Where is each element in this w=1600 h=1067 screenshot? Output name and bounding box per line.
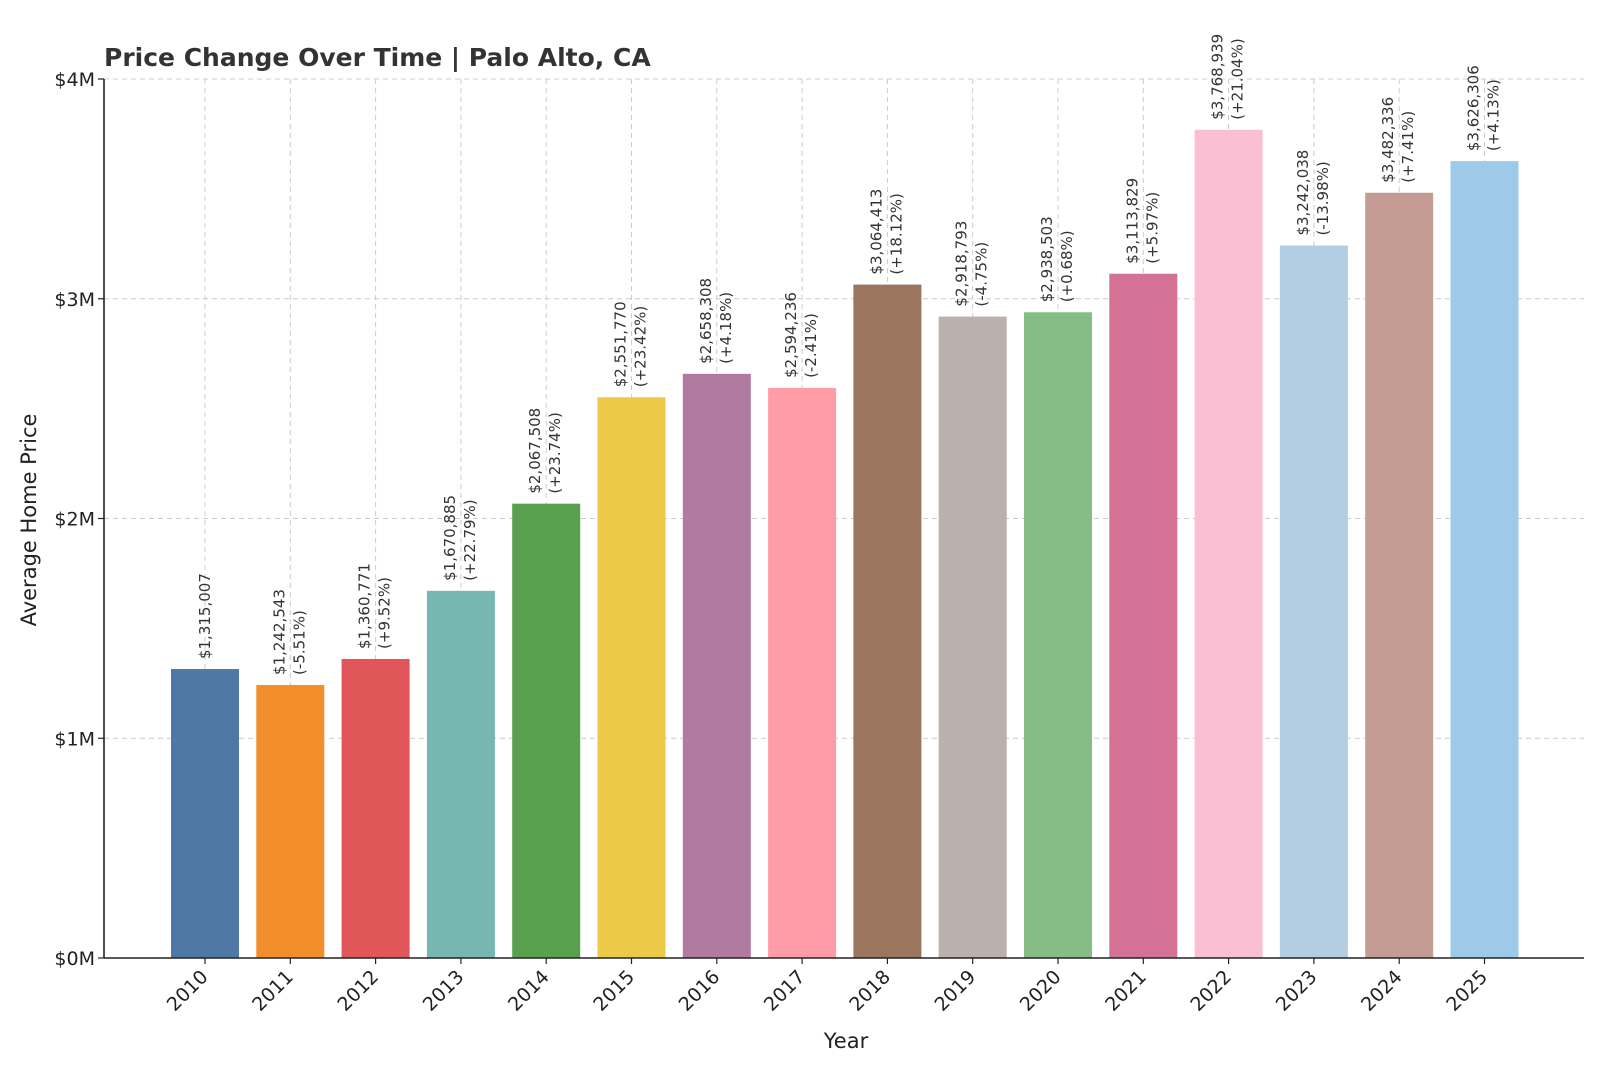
- x-tick-label: 2025: [1442, 966, 1492, 1016]
- x-axis-label: Year: [823, 1029, 869, 1053]
- change-label: (+18.12%): [887, 193, 905, 274]
- y-tick-label: $4M: [54, 69, 95, 91]
- x-tick-label: 2010: [163, 966, 213, 1016]
- grid-lines: [104, 78, 1584, 958]
- x-tick-label: 2019: [930, 966, 980, 1016]
- x-tick-label: 2015: [589, 966, 639, 1016]
- x-tick-label: 2023: [1272, 966, 1322, 1016]
- bar-2010: [171, 669, 239, 958]
- value-label: $2,918,793: [953, 221, 971, 307]
- change-label: (+9.52%): [376, 577, 394, 649]
- bar-2013: [426, 590, 495, 958]
- change-label: (-13.98%): [1314, 161, 1332, 235]
- value-label: $3,482,336: [1379, 97, 1397, 183]
- y-tick-label: $3M: [54, 289, 95, 311]
- x-tick-label: 2024: [1357, 966, 1407, 1016]
- bar-2022: [1194, 129, 1263, 959]
- change-label: (-4.75%): [973, 242, 991, 307]
- y-tick-label: $1M: [54, 728, 95, 750]
- value-label: $1,242,543: [270, 589, 288, 675]
- bar-2024: [1365, 192, 1434, 959]
- value-label: $2,594,236: [782, 292, 800, 378]
- bar-2018: [853, 284, 922, 959]
- value-label: $3,064,413: [867, 189, 885, 275]
- value-label: $3,626,306: [1465, 65, 1483, 151]
- change-label: (+23.74%): [546, 412, 564, 493]
- change-label: (+23.42%): [632, 306, 650, 387]
- value-label: $3,242,038: [1294, 150, 1312, 236]
- x-tick-label: 2021: [1101, 966, 1151, 1016]
- value-label: $2,067,508: [526, 408, 544, 494]
- bar-2021: [1109, 273, 1178, 958]
- bar-2016: [682, 373, 751, 959]
- bar-2015: [597, 397, 666, 958]
- x-tick-label: 2014: [504, 966, 554, 1016]
- y-tick-label: $2M: [54, 509, 95, 531]
- change-label: (+21.04%): [1229, 38, 1247, 119]
- bar-2017: [768, 387, 837, 958]
- x-tick-label: 2018: [845, 966, 895, 1016]
- value-label: $1,315,007: [196, 573, 214, 659]
- value-label: $1,670,885: [441, 495, 459, 581]
- change-label: (+4.13%): [1485, 79, 1503, 151]
- value-label: $2,658,308: [697, 278, 715, 364]
- value-label: $1,360,771: [356, 563, 374, 649]
- x-tick-label: 2013: [419, 966, 469, 1016]
- bar-2020: [1024, 312, 1092, 958]
- bar-2011: [256, 684, 325, 958]
- chart-title: Price Change Over Time | Palo Alto, CA: [104, 43, 651, 72]
- change-label: (-2.41%): [802, 313, 820, 378]
- x-tick-label: 2011: [248, 966, 298, 1016]
- x-tick-label: 2012: [333, 966, 383, 1016]
- x-tick-label: 2016: [675, 966, 725, 1016]
- value-label: $2,938,503: [1038, 216, 1056, 302]
- y-axis-label: Average Home Price: [17, 414, 41, 627]
- data-labels: $1,315,007 $1,242,543 (-5.51%) $1,360,771 (+…: [196, 34, 1503, 675]
- value-label: $2,551,770: [612, 301, 630, 387]
- change-label: (+5.97%): [1143, 192, 1161, 264]
- change-label: (-5.51%): [290, 610, 308, 675]
- change-label: (+0.68%): [1058, 230, 1076, 302]
- bar-2012: [341, 658, 410, 958]
- bar-2025: [1450, 161, 1519, 958]
- x-tick-label: 2017: [760, 966, 810, 1016]
- change-label: (+22.79%): [461, 499, 479, 580]
- bars: [171, 129, 1519, 959]
- bar-2014: [512, 503, 581, 958]
- x-tick-label: 2020: [1016, 966, 1066, 1016]
- bar-2023: [1279, 245, 1348, 959]
- bar-2019: [938, 316, 1007, 959]
- y-tick-label: $0M: [54, 948, 95, 970]
- value-label: $3,113,829: [1123, 178, 1141, 264]
- value-label: $3,768,939: [1209, 34, 1227, 120]
- change-label: (+4.18%): [717, 292, 735, 364]
- change-label: (+7.41%): [1399, 111, 1417, 183]
- x-tick-label: 2022: [1186, 966, 1236, 1016]
